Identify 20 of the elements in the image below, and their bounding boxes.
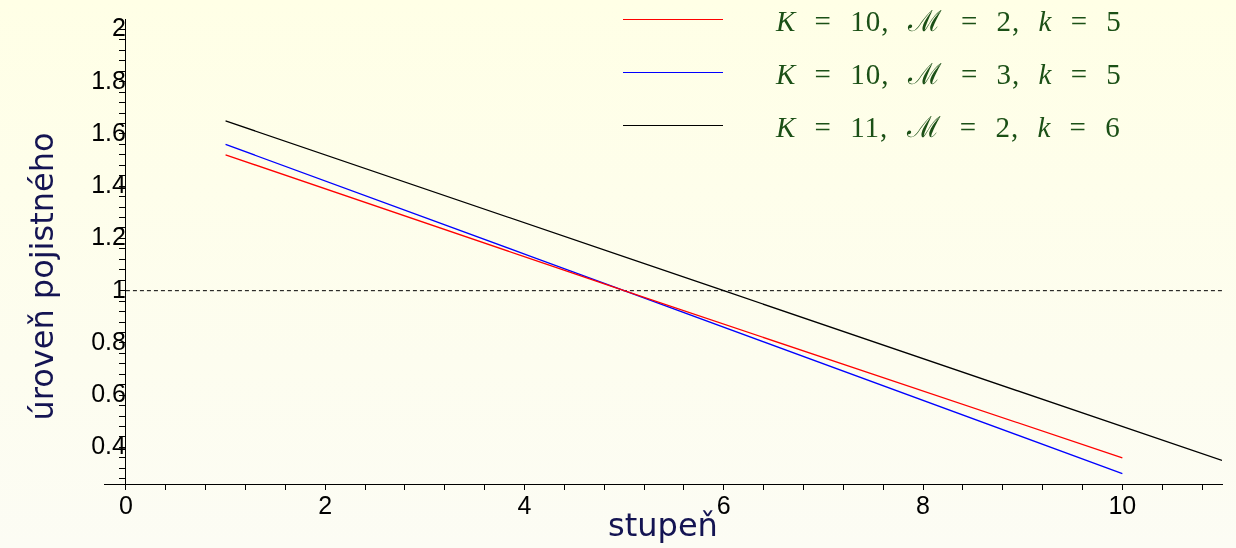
y-tick-label: 1.6: [91, 117, 126, 146]
y-tick-label: 1: [112, 274, 126, 303]
legend-label: K = 10, ℳ = 3, k = 5: [776, 57, 1122, 92]
x-tick-label: 0: [118, 490, 133, 519]
x-tick-label: 10: [1108, 490, 1137, 519]
y-tick-label: 2: [112, 13, 126, 42]
x-tick-label: 2: [318, 490, 333, 519]
y-tick-label: 0.6: [91, 379, 126, 408]
y-tick-label: 1.8: [91, 65, 126, 94]
y-tick-label: 1.2: [91, 222, 126, 251]
y-tick-label: 0.4: [91, 431, 127, 460]
legend-label: K = 11, ℳ = 2, k = 6: [776, 110, 1121, 145]
y-axis-title: úroveň pojistného: [23, 132, 62, 421]
legend-label: K = 10, ℳ = 2, k = 5: [776, 4, 1122, 39]
y-tick-label: 0.8: [91, 326, 126, 355]
x-tick-label: 8: [916, 490, 931, 519]
x-axis-title: stupeň: [608, 506, 718, 545]
y-tick-label: 1.4: [91, 170, 127, 199]
x-tick-label: 4: [517, 490, 532, 519]
x-tick-label: 6: [716, 490, 731, 519]
